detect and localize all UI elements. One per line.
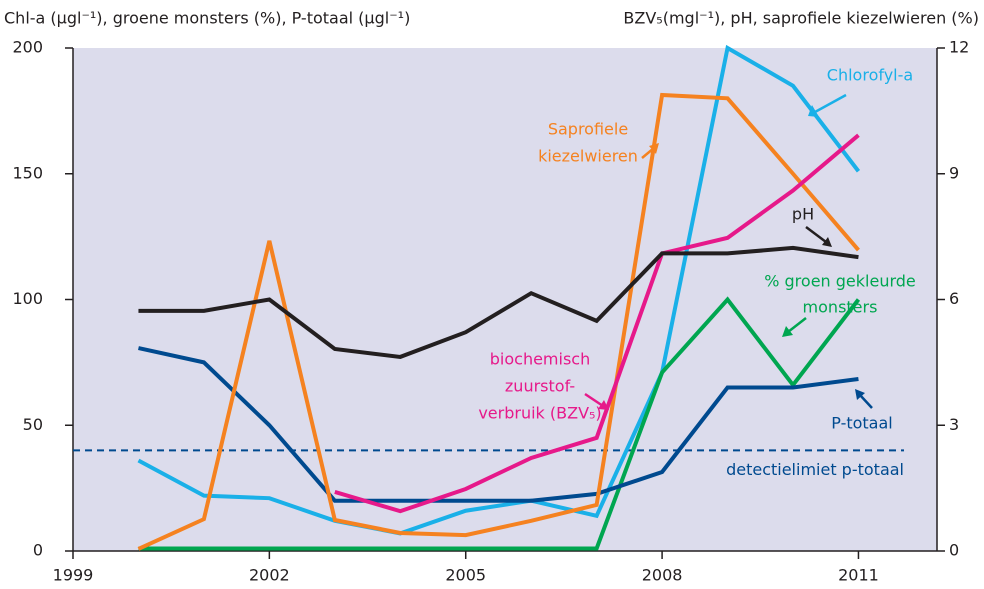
arrow [814, 93, 847, 114]
annotation: Saprofiele [548, 120, 628, 139]
annotation: kiezelwieren [538, 147, 638, 166]
annotation: P-totaal [831, 414, 892, 433]
arrow-head [822, 237, 832, 247]
arrow-head [782, 326, 793, 337]
y-tick-label: 150 [12, 163, 43, 182]
y2-tick-label: 0 [949, 541, 959, 560]
y2-tick-label: 3 [949, 415, 959, 434]
series-line [138, 346, 859, 503]
y-tick-label: 0 [33, 541, 43, 560]
x-tick-label: 2011 [838, 566, 879, 585]
series-line [137, 44, 861, 536]
annotation: monsters [803, 298, 878, 317]
annotation: biochemisch [490, 350, 590, 369]
series-line [138, 245, 859, 359]
y2-tick-label: 12 [949, 38, 969, 57]
y-tick-label: 100 [12, 289, 43, 308]
arrow [805, 226, 827, 243]
series-line [334, 133, 860, 514]
annotations: Chlorofyl-a Saprofiele kiezelwieren pH %… [478, 66, 915, 433]
arrow [787, 317, 807, 333]
arrow-head [855, 389, 865, 400]
x-tick-label: 2002 [249, 566, 290, 585]
arrow [859, 394, 873, 409]
y2-axis-label: BZV₅(mgl⁻¹), pH, saprofiele kiezelwieren… [623, 9, 979, 28]
annotation: verbruik (BZV₅) [478, 404, 601, 423]
arrow-head [808, 105, 819, 117]
arrow-head [598, 400, 609, 410]
y2-tick-label: 9 [949, 163, 959, 182]
x-tick-label: 2005 [445, 566, 486, 585]
marks: 0 50 100 150 200 0 3 6 9 12 1999 2002 2005 2008 2011 de… [12, 38, 969, 585]
annotation: pH [792, 205, 814, 224]
arrow [641, 147, 655, 159]
reference-label: detectielimiet p-totaal [726, 460, 904, 479]
y2-tick-label: 6 [949, 289, 959, 308]
x-tick-label: 2008 [642, 566, 683, 585]
y-tick-label: 50 [23, 415, 43, 434]
arrow [584, 392, 604, 408]
y-tick-label: 200 [12, 38, 43, 57]
arrow-head [649, 143, 659, 154]
series-line [138, 296, 861, 551]
x-tick-label: 1999 [53, 566, 94, 585]
annotation: % groen gekleurde [764, 272, 916, 291]
y-axis-label: Chl-a (μgl⁻¹), groene monsters (%), P-to… [4, 9, 410, 28]
series-line [137, 92, 860, 551]
annotation: zuurstof- [505, 377, 575, 396]
annotation: Chlorofyl-a [827, 66, 913, 85]
